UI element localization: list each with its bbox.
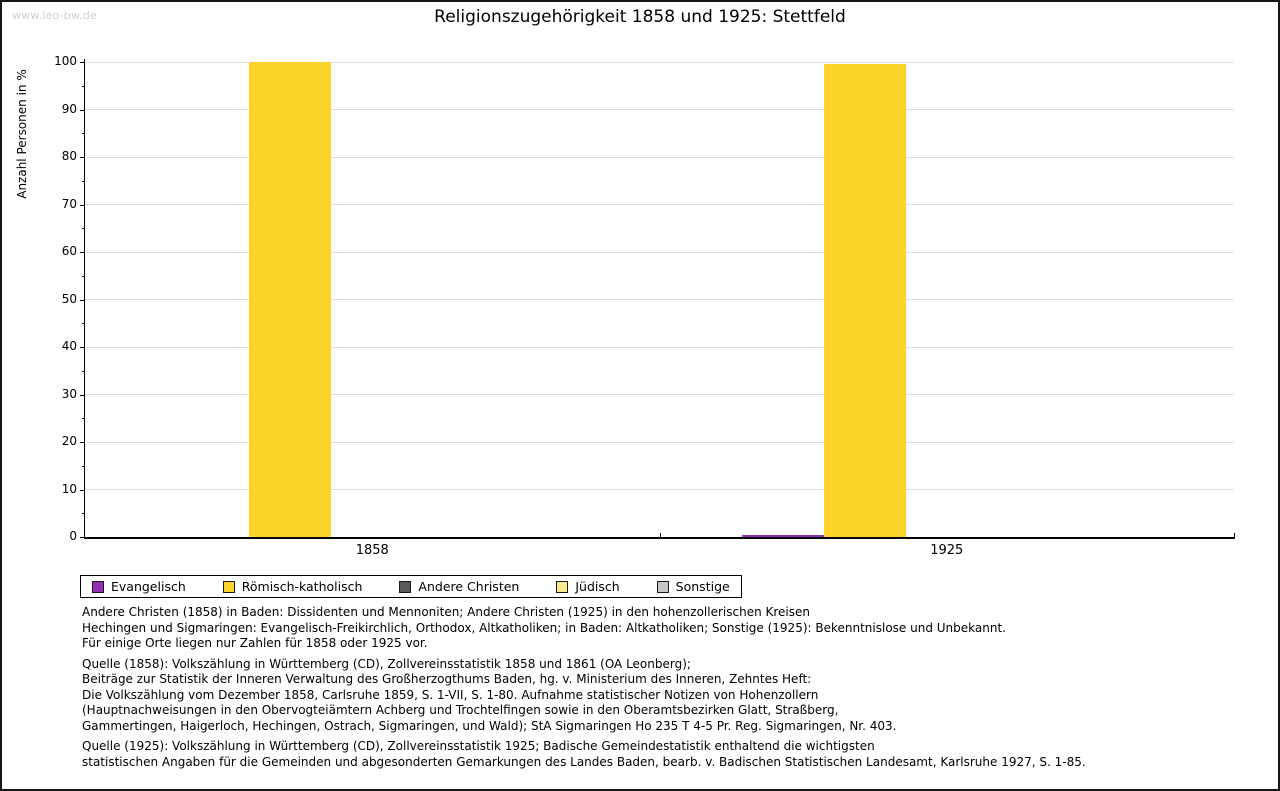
legend-label: Römisch-katholisch <box>241 579 363 594</box>
y-major-tick <box>80 62 85 63</box>
legend-item-juedisch: Jüdisch <box>556 579 620 594</box>
y-gridline <box>85 109 1234 110</box>
chart-title: Religionszugehörigkeit 1858 und 1925: St… <box>434 7 846 27</box>
x-axis-line <box>84 537 1235 539</box>
y-minor-tick <box>82 465 85 467</box>
y-minor-tick <box>82 228 85 230</box>
watermark: www.leo-bw.de <box>12 9 98 22</box>
footnote-line: Hechingen und Sigmaringen: Evangelisch-F… <box>82 620 1006 635</box>
footnote-line: Quelle (1858): Volkszählung in Württembe… <box>82 656 691 671</box>
y-tick-label: 80 <box>61 149 77 163</box>
y-major-tick <box>80 252 85 253</box>
y-minor-tick <box>82 513 85 515</box>
y-major-tick <box>80 489 85 491</box>
legend: Evangelisch Römisch-katholisch Andere Ch… <box>80 575 742 598</box>
x-boundary-tick <box>659 533 661 537</box>
y-gridline <box>85 394 1234 395</box>
y-major-tick <box>80 299 85 301</box>
footnote-source-1858: Quelle (1858): Volkszählung in Württembe… <box>82 657 1248 735</box>
y-tick-label: 40 <box>61 339 77 353</box>
y-tick-label: 90 <box>61 101 77 116</box>
footnote-source-1925: Quelle (1925): Volkszählung in Württembe… <box>82 739 1248 770</box>
footnote-line: Für einige Orte liegen nur Zahlen für 18… <box>82 636 428 650</box>
y-tick-label: 10 <box>61 481 77 496</box>
legend-label: Andere Christen <box>418 579 520 594</box>
footnotes: Andere Christen (1858) in Baden: Disside… <box>82 605 1248 770</box>
legend-swatch-juedisch <box>556 580 569 593</box>
y-major-tick <box>80 537 85 538</box>
y-minor-tick <box>82 133 85 135</box>
y-gridline <box>85 61 1234 63</box>
y-minor-tick <box>82 370 85 372</box>
footnote-line: (Hauptnachweisungen in den Obervogteiämt… <box>82 703 839 717</box>
y-major-tick <box>80 347 85 348</box>
y-major-tick <box>80 442 85 443</box>
y-minor-tick <box>82 180 85 182</box>
y-gridline <box>85 441 1234 443</box>
bar-1925-r-misch-katholisch <box>824 64 906 537</box>
y-minor-tick <box>82 275 85 277</box>
y-gridline <box>85 251 1234 253</box>
legend-swatch-roemisch-katholisch <box>222 580 235 593</box>
y-tick-label: 50 <box>61 291 77 306</box>
footnote-line: Die Volkszählung vom Dezember 1858, Carl… <box>82 687 819 702</box>
legend-swatch-sonstige <box>656 580 669 593</box>
legend-label: Sonstige <box>675 579 730 594</box>
footnote-definitions: Andere Christen (1858) in Baden: Disside… <box>82 605 1248 652</box>
y-tick-label: 100 <box>54 54 77 68</box>
legend-label: Jüdisch <box>575 579 620 594</box>
bar-1925-evangelisch <box>742 535 824 537</box>
footnote-line: Gammertingen, Haigerloch, Hechingen, Ost… <box>82 718 897 733</box>
bar-1858-r-misch-katholisch <box>249 62 331 537</box>
y-minor-tick <box>82 323 85 325</box>
y-gridline <box>85 156 1234 158</box>
legend-swatch-evangelisch <box>92 580 104 593</box>
y-tick-label: 30 <box>61 386 77 401</box>
footnote-line: Andere Christen (1858) in Baden: Disside… <box>82 605 810 619</box>
legend-swatch-andere-christen <box>399 580 412 593</box>
y-tick-label: 70 <box>61 196 77 211</box>
legend-item-andere-christen: Andere Christen <box>399 579 519 594</box>
x-tick-label: 1858 <box>355 543 389 558</box>
footnote-line: Beiträge zur Statistik der Inneren Verwa… <box>82 672 812 686</box>
y-gridline <box>85 346 1234 348</box>
legend-item-evangelisch: Evangelisch <box>92 579 186 594</box>
x-tick-label: 1925 <box>930 543 964 558</box>
y-major-tick <box>80 204 85 206</box>
y-minor-tick <box>82 85 85 87</box>
y-minor-tick <box>82 418 85 420</box>
y-axis-line <box>84 59 85 539</box>
y-gridline <box>85 489 1234 490</box>
legend-label: Evangelisch <box>111 579 186 594</box>
x-boundary-tick <box>1234 533 1235 537</box>
y-major-tick <box>80 394 85 396</box>
y-tick-label: 60 <box>61 244 77 258</box>
footnote-line: statistischen Angaben für die Gemeinden … <box>82 754 1086 769</box>
y-tick-label: 0 <box>69 529 77 543</box>
y-major-tick <box>80 109 85 111</box>
legend-item-sonstige: Sonstige <box>656 579 730 594</box>
y-gridline <box>85 299 1234 300</box>
y-major-tick <box>80 157 85 158</box>
y-gridline <box>85 204 1234 205</box>
y-tick-label: 20 <box>61 434 77 448</box>
legend-item-roemisch-katholisch: Römisch-katholisch <box>222 579 363 594</box>
footnote-line: Quelle (1925): Volkszählung in Württembe… <box>82 739 875 753</box>
